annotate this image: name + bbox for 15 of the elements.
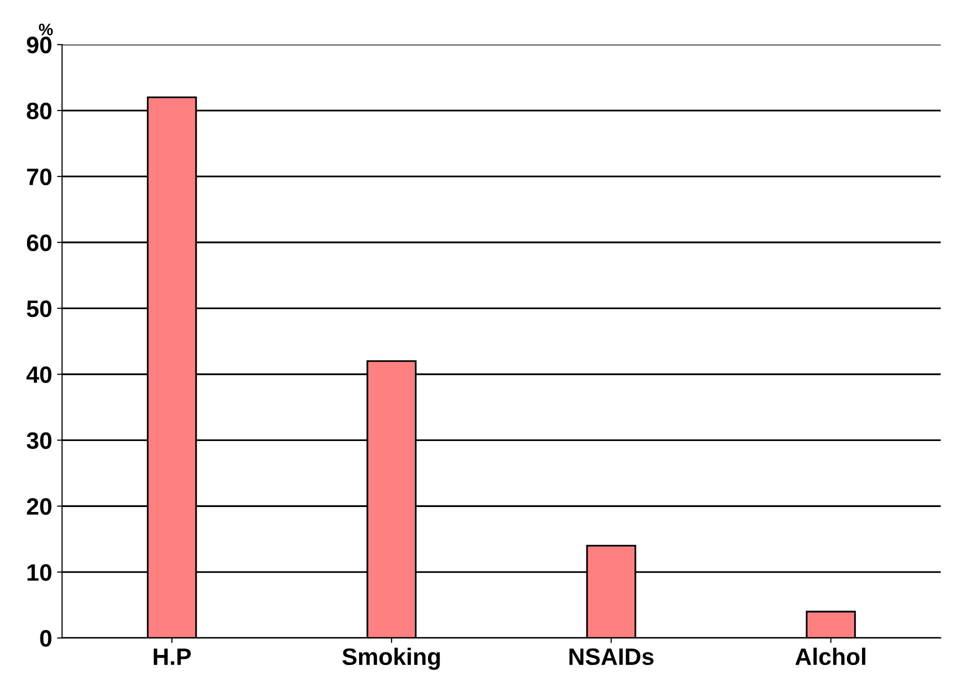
y-tick-label: 30 — [26, 432, 52, 450]
y-tick-label: 10 — [28, 564, 52, 581]
x-tick-label: Alchol — [795, 648, 866, 666]
y-tick-label: 50 — [26, 300, 52, 318]
y-tick-label: 70 — [27, 168, 52, 186]
y-axis-title: % — [38, 24, 53, 36]
y-tick-label: 0 — [40, 630, 52, 647]
y-tick-label: 40 — [26, 366, 52, 384]
x-tick-label: NSAIDs — [569, 648, 654, 666]
y-tick-label: 80 — [26, 102, 52, 120]
y-tick-label: 90 — [26, 36, 52, 54]
y-tick-label: 20 — [26, 498, 52, 515]
y-tick-label: 60 — [26, 234, 52, 252]
x-tick-label: H.P — [154, 648, 191, 665]
x-tick-label: Smoking — [342, 648, 440, 670]
